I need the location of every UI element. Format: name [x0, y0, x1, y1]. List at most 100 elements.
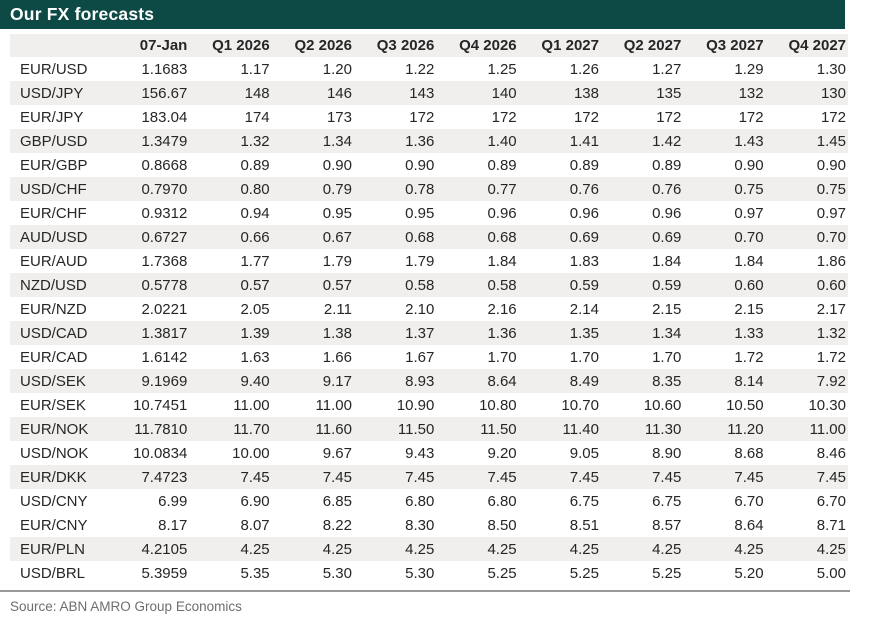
forecast-value-cell: 2.15: [734, 300, 764, 318]
forecast-value-cell: 0.68: [405, 228, 435, 246]
forecast-value-cell: 1.3479: [141, 132, 188, 150]
forecast-value-cell: 7.45: [652, 468, 682, 486]
forecast-value-cell: 0.89: [240, 156, 270, 174]
forecast-value-cell: 0.66: [240, 228, 270, 246]
forecast-value-cell: 130: [820, 84, 846, 102]
forecast-value-cell: 8.93: [405, 372, 435, 390]
currency-pair-cell: EUR/CHF: [20, 204, 87, 222]
forecast-value-cell: 0.9312: [141, 204, 188, 222]
forecast-value-cell: 1.45: [816, 132, 846, 150]
forecast-value-cell: 8.17: [158, 516, 188, 534]
forecast-value-cell: 7.92: [816, 372, 846, 390]
column-header: Q4 2027: [788, 37, 846, 54]
forecast-value-cell: 2.0221: [141, 300, 188, 318]
table-title-bar: Our FX forecasts: [0, 0, 845, 29]
forecast-value-cell: 7.45: [487, 468, 517, 486]
forecast-value-cell: 11.50: [397, 420, 435, 438]
forecast-value-cell: 174: [244, 108, 270, 126]
currency-pair-cell: EUR/NOK: [20, 420, 89, 438]
column-header: Q1 2027: [541, 37, 599, 54]
forecast-value-cell: 0.94: [240, 204, 270, 222]
currency-pair-cell: EUR/GBP: [20, 156, 88, 174]
forecast-value-cell: 11.60: [315, 420, 352, 438]
currency-pair-cell: NZD/USD: [20, 276, 87, 294]
forecast-value-cell: 1.72: [734, 348, 764, 366]
forecast-value-cell: 9.40: [240, 372, 270, 390]
forecast-value-cell: 132: [738, 84, 764, 102]
table-row: EUR/PLN 4.2105 4.25 4.25 4.25 4.25 4.25 4.25 4.2…: [10, 537, 848, 561]
currency-pair-cell: USD/NOK: [20, 444, 89, 462]
currency-pair-cell: EUR/NZD: [20, 300, 87, 318]
forecast-value-cell: 135: [656, 84, 682, 102]
forecast-value-cell: 1.72: [816, 348, 846, 366]
forecast-value-cell: 0.90: [734, 156, 764, 174]
forecast-value-cell: 7.45: [322, 468, 352, 486]
page-title: Our FX forecasts: [10, 4, 155, 24]
forecast-value-cell: 11.20: [727, 420, 764, 438]
forecast-value-cell: 0.68: [487, 228, 517, 246]
forecast-value-cell: 1.86: [816, 252, 846, 270]
forecast-value-cell: 9.67: [322, 444, 352, 462]
forecast-value-cell: 1.17: [240, 60, 270, 78]
forecast-value-cell: 0.60: [816, 276, 846, 294]
divider: [0, 590, 850, 592]
corner-header-cell: [10, 34, 107, 57]
forecast-value-cell: 0.89: [487, 156, 517, 174]
forecast-value-cell: 10.90: [396, 396, 435, 414]
forecast-value-cell: 1.36: [405, 132, 435, 150]
forecast-value-cell: 6.85: [322, 492, 352, 510]
forecast-value-cell: 5.3959: [141, 564, 188, 582]
forecast-value-cell: 173: [326, 108, 352, 126]
forecast-value-cell: 1.20: [322, 60, 352, 78]
forecast-value-cell: 9.20: [487, 444, 517, 462]
forecast-value-cell: 0.95: [322, 204, 352, 222]
forecast-value-cell: 8.57: [652, 516, 682, 534]
forecast-value-cell: 0.90: [816, 156, 846, 174]
table-row: GBP/USD 1.3479 1.32 1.34 1.36 1.40 1.41 1.42 1.4…: [10, 129, 848, 153]
table-row: EUR/CHF 0.9312 0.94 0.95 0.95 0.96 0.96 0.96 0.9…: [10, 201, 848, 225]
currency-pair-cell: GBP/USD: [20, 132, 88, 150]
forecast-value-cell: 8.68: [734, 444, 764, 462]
forecast-value-cell: 2.15: [652, 300, 682, 318]
forecast-value-cell: 1.36: [487, 324, 517, 342]
forecast-value-cell: 1.79: [405, 252, 435, 270]
forecast-value-cell: 1.22: [405, 60, 435, 78]
forecast-value-cell: 1.37: [405, 324, 435, 342]
table-row: EUR/SEK 10.7451 11.00 11.00 10.90 10.80 10.70 1…: [10, 393, 848, 417]
forecast-value-cell: 143: [409, 84, 435, 102]
forecast-value-cell: 11.50: [480, 420, 517, 438]
currency-pair-cell: AUD/USD: [20, 228, 88, 246]
table-row: EUR/DKK 7.4723 7.45 7.45 7.45 7.45 7.45 7.45 7.4…: [10, 465, 848, 489]
forecast-value-cell: 183.04: [141, 108, 188, 126]
table-body: EUR/USD 1.1683 1.17 1.20 1.22 1.25 1.26 1.27 1.2…: [10, 57, 848, 585]
currency-pair-cell: EUR/JPY: [20, 108, 84, 126]
table-row: USD/CAD 1.3817 1.39 1.38 1.37 1.36 1.35 1.34 1.3…: [10, 321, 848, 345]
table-row: NZD/USD 0.5778 0.57 0.57 0.58 0.58 0.59 0.59 0.6…: [10, 273, 848, 297]
forecast-value-cell: 1.84: [487, 252, 517, 270]
table-row: EUR/CAD 1.6142 1.63 1.66 1.67 1.70 1.70 1.70 1.7…: [10, 345, 848, 369]
forecast-value-cell: 8.22: [322, 516, 352, 534]
column-header: Q3 2027: [706, 37, 764, 54]
forecast-value-cell: 172: [573, 108, 599, 126]
forecast-value-cell: 0.60: [734, 276, 764, 294]
source-note: Source: ABN AMRO Group Economics: [10, 599, 242, 614]
forecast-value-cell: 8.35: [652, 372, 682, 390]
forecast-value-cell: 0.76: [569, 180, 599, 198]
forecast-value-cell: 7.45: [734, 468, 764, 486]
forecast-value-cell: 0.97: [734, 204, 764, 222]
forecast-value-cell: 1.84: [734, 252, 764, 270]
currency-pair-cell: USD/CNY: [20, 492, 88, 510]
forecast-value-cell: 1.6142: [141, 348, 188, 366]
forecast-value-cell: 8.46: [816, 444, 846, 462]
table-row: AUD/USD 0.6727 0.66 0.67 0.68 0.68 0.69 0.69 0.7…: [10, 225, 848, 249]
forecast-value-cell: 0.69: [652, 228, 682, 246]
forecast-value-cell: 4.25: [487, 540, 517, 558]
forecast-value-cell: 0.59: [569, 276, 599, 294]
forecast-value-cell: 8.30: [405, 516, 435, 534]
forecast-value-cell: 8.14: [734, 372, 764, 390]
currency-pair-cell: USD/CAD: [20, 324, 88, 342]
forecast-value-cell: 1.3817: [141, 324, 188, 342]
forecast-value-cell: 5.35: [240, 564, 270, 582]
forecast-value-cell: 0.90: [405, 156, 435, 174]
forecast-value-cell: 2.11: [323, 300, 352, 318]
